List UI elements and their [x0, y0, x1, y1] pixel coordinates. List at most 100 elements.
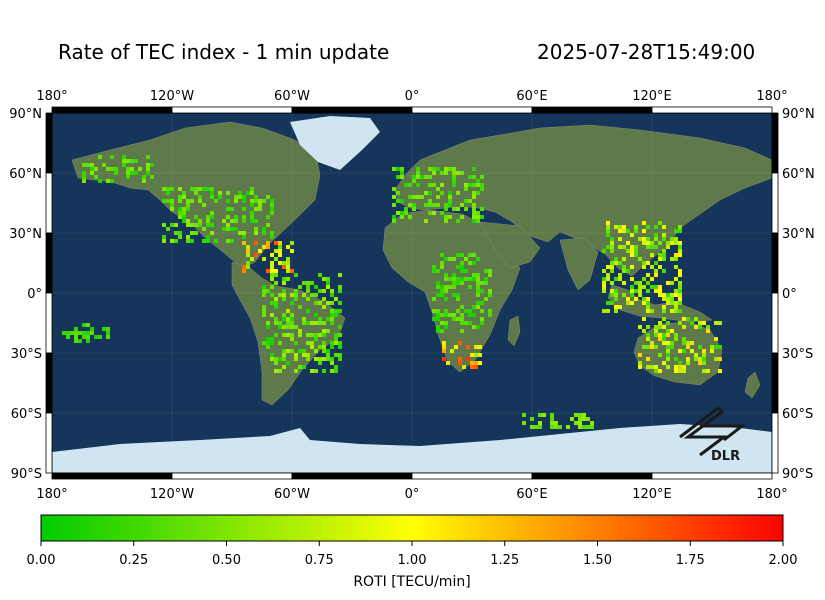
- roti-cell: [306, 341, 310, 345]
- roti-cell: [206, 235, 210, 239]
- roti-cell: [706, 369, 710, 373]
- roti-cell: [194, 191, 198, 195]
- roti-cell: [400, 199, 404, 203]
- roti-cell: [678, 249, 682, 253]
- roti-cell: [642, 317, 646, 321]
- roti-cell: [396, 199, 400, 203]
- roti-cell: [682, 365, 686, 369]
- roti-cell: [638, 237, 642, 241]
- roti-cell: [642, 241, 646, 245]
- roti-cell: [666, 301, 670, 305]
- roti-cell: [428, 183, 432, 187]
- roti-cell: [306, 353, 310, 357]
- roti-cell: [654, 345, 658, 349]
- roti-cell: [538, 421, 542, 425]
- roti-cell: [646, 333, 650, 337]
- roti-cell: [650, 253, 654, 257]
- frame-segment: [291, 106, 413, 114]
- colorbar-tick-label: 1.25: [490, 553, 519, 568]
- roti-cell: [306, 285, 310, 289]
- roti-cell: [310, 333, 314, 337]
- roti-cell: [464, 199, 468, 203]
- roti-cell: [400, 171, 404, 175]
- roti-cell: [322, 297, 326, 301]
- roti-cell: [302, 349, 306, 353]
- roti-cell: [678, 309, 682, 313]
- roti-cell: [530, 425, 534, 429]
- roti-cell: [318, 289, 322, 293]
- roti-cell: [150, 163, 154, 167]
- roti-cell: [310, 345, 314, 349]
- roti-cell: [330, 369, 334, 373]
- roti-cell: [424, 219, 428, 223]
- roti-cell: [480, 215, 484, 219]
- roti-cell: [606, 309, 610, 313]
- roti-cell: [444, 273, 448, 277]
- roti-cell: [282, 261, 286, 265]
- roti-cell: [480, 309, 484, 313]
- roti-cell: [686, 341, 690, 345]
- roti-cell: [302, 365, 306, 369]
- roti-cell: [678, 253, 682, 257]
- roti-cell: [246, 253, 250, 257]
- roti-cell: [670, 293, 674, 297]
- roti-cell: [392, 215, 396, 219]
- roti-cell: [452, 285, 456, 289]
- roti-cell: [614, 225, 618, 229]
- roti-cell: [460, 317, 464, 321]
- roti-cell: [650, 309, 654, 313]
- roti-cell: [464, 309, 468, 313]
- roti-cell: [294, 293, 298, 297]
- roti-cell: [666, 245, 670, 249]
- roti-cell: [662, 253, 666, 257]
- roti-cell: [182, 191, 186, 195]
- roti-cell: [472, 313, 476, 317]
- roti-cell: [178, 195, 182, 199]
- roti-cell: [306, 297, 310, 301]
- roti-cell: [274, 249, 278, 253]
- roti-cell: [282, 313, 286, 317]
- roti-cell: [468, 285, 472, 289]
- roti-cell: [278, 369, 282, 373]
- roti-cell: [202, 239, 206, 243]
- roti-cell: [262, 245, 266, 249]
- colorbar-tick-label: 0.00: [27, 553, 56, 568]
- roti-cell: [682, 337, 686, 341]
- roti-cell: [476, 215, 480, 219]
- roti-cell: [270, 277, 274, 281]
- roti-cell: [86, 339, 90, 343]
- antarctica-ice: [52, 424, 772, 473]
- roti-cell: [162, 235, 166, 239]
- roti-cell: [210, 215, 214, 219]
- roti-cell: [702, 349, 706, 353]
- roti-cell: [666, 349, 670, 353]
- roti-cell: [460, 313, 464, 317]
- roti-cell: [448, 199, 452, 203]
- roti-cell: [446, 361, 450, 365]
- colorbar-tick-label: 0.50: [212, 553, 241, 568]
- roti-cell: [432, 203, 436, 207]
- roti-cell: [570, 417, 574, 421]
- roti-cell: [404, 207, 408, 211]
- roti-cell: [170, 187, 174, 191]
- roti-cell: [302, 353, 306, 357]
- roti-cell: [654, 269, 658, 273]
- roti-cell: [472, 191, 476, 195]
- lon-tick-label: 0°: [405, 89, 420, 104]
- roti-cell: [550, 421, 554, 425]
- roti-cell: [436, 203, 440, 207]
- roti-cell: [646, 345, 650, 349]
- roti-cell: [674, 305, 678, 309]
- roti-cell: [484, 297, 488, 301]
- roti-cell: [472, 207, 476, 211]
- roti-cell: [262, 227, 266, 231]
- roti-cell: [206, 223, 210, 227]
- roti-cell: [262, 313, 266, 317]
- roti-cell: [198, 219, 202, 223]
- roti-cell: [702, 369, 706, 373]
- roti-cell: [606, 277, 610, 281]
- roti-cell: [246, 245, 250, 249]
- roti-cell: [686, 317, 690, 321]
- roti-cell: [412, 179, 416, 183]
